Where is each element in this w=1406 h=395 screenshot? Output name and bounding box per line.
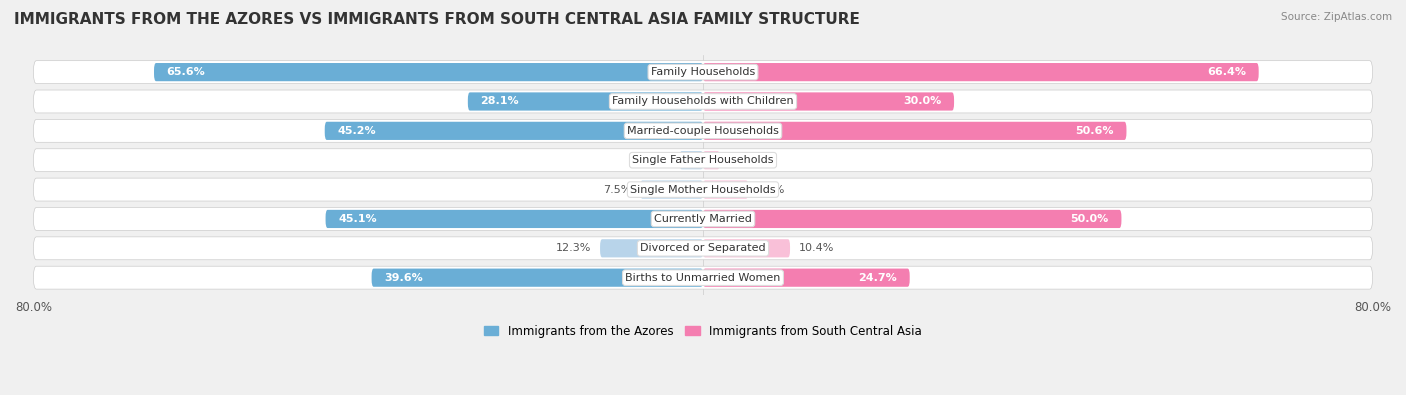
- FancyBboxPatch shape: [703, 269, 910, 287]
- Text: 2.8%: 2.8%: [643, 155, 671, 165]
- Text: 10.4%: 10.4%: [799, 243, 834, 253]
- FancyBboxPatch shape: [34, 207, 1372, 230]
- FancyBboxPatch shape: [34, 178, 1372, 201]
- Text: Source: ZipAtlas.com: Source: ZipAtlas.com: [1281, 12, 1392, 22]
- FancyBboxPatch shape: [468, 92, 703, 111]
- FancyBboxPatch shape: [679, 151, 703, 169]
- Text: Family Households with Children: Family Households with Children: [612, 96, 794, 107]
- FancyBboxPatch shape: [371, 269, 703, 287]
- Text: 65.6%: 65.6%: [166, 67, 205, 77]
- Text: Single Mother Households: Single Mother Households: [630, 184, 776, 195]
- FancyBboxPatch shape: [600, 239, 703, 258]
- Text: 5.4%: 5.4%: [756, 184, 785, 195]
- Text: Divorced or Separated: Divorced or Separated: [640, 243, 766, 253]
- Text: Married-couple Households: Married-couple Households: [627, 126, 779, 136]
- FancyBboxPatch shape: [326, 210, 703, 228]
- FancyBboxPatch shape: [703, 63, 1258, 81]
- FancyBboxPatch shape: [34, 149, 1372, 172]
- Text: IMMIGRANTS FROM THE AZORES VS IMMIGRANTS FROM SOUTH CENTRAL ASIA FAMILY STRUCTUR: IMMIGRANTS FROM THE AZORES VS IMMIGRANTS…: [14, 12, 860, 27]
- FancyBboxPatch shape: [34, 237, 1372, 260]
- Text: 7.5%: 7.5%: [603, 184, 631, 195]
- Text: 50.6%: 50.6%: [1076, 126, 1114, 136]
- FancyBboxPatch shape: [703, 92, 955, 111]
- FancyBboxPatch shape: [703, 181, 748, 199]
- Text: 45.2%: 45.2%: [337, 126, 375, 136]
- Text: 2.0%: 2.0%: [728, 155, 756, 165]
- FancyBboxPatch shape: [34, 119, 1372, 142]
- Text: 66.4%: 66.4%: [1208, 67, 1246, 77]
- FancyBboxPatch shape: [703, 210, 1122, 228]
- FancyBboxPatch shape: [34, 61, 1372, 84]
- FancyBboxPatch shape: [640, 181, 703, 199]
- Text: 45.1%: 45.1%: [337, 214, 377, 224]
- Text: Single Father Households: Single Father Households: [633, 155, 773, 165]
- Text: 30.0%: 30.0%: [903, 96, 942, 107]
- Text: Currently Married: Currently Married: [654, 214, 752, 224]
- FancyBboxPatch shape: [703, 151, 720, 169]
- Text: 12.3%: 12.3%: [557, 243, 592, 253]
- Text: 50.0%: 50.0%: [1070, 214, 1109, 224]
- Text: Births to Unmarried Women: Births to Unmarried Women: [626, 273, 780, 283]
- FancyBboxPatch shape: [34, 266, 1372, 289]
- Legend: Immigrants from the Azores, Immigrants from South Central Asia: Immigrants from the Azores, Immigrants f…: [479, 320, 927, 342]
- FancyBboxPatch shape: [34, 90, 1372, 113]
- FancyBboxPatch shape: [703, 239, 790, 258]
- Text: Family Households: Family Households: [651, 67, 755, 77]
- FancyBboxPatch shape: [325, 122, 703, 140]
- FancyBboxPatch shape: [155, 63, 703, 81]
- FancyBboxPatch shape: [703, 122, 1126, 140]
- Text: 39.6%: 39.6%: [384, 273, 423, 283]
- Text: 24.7%: 24.7%: [859, 273, 897, 283]
- Text: 28.1%: 28.1%: [481, 96, 519, 107]
